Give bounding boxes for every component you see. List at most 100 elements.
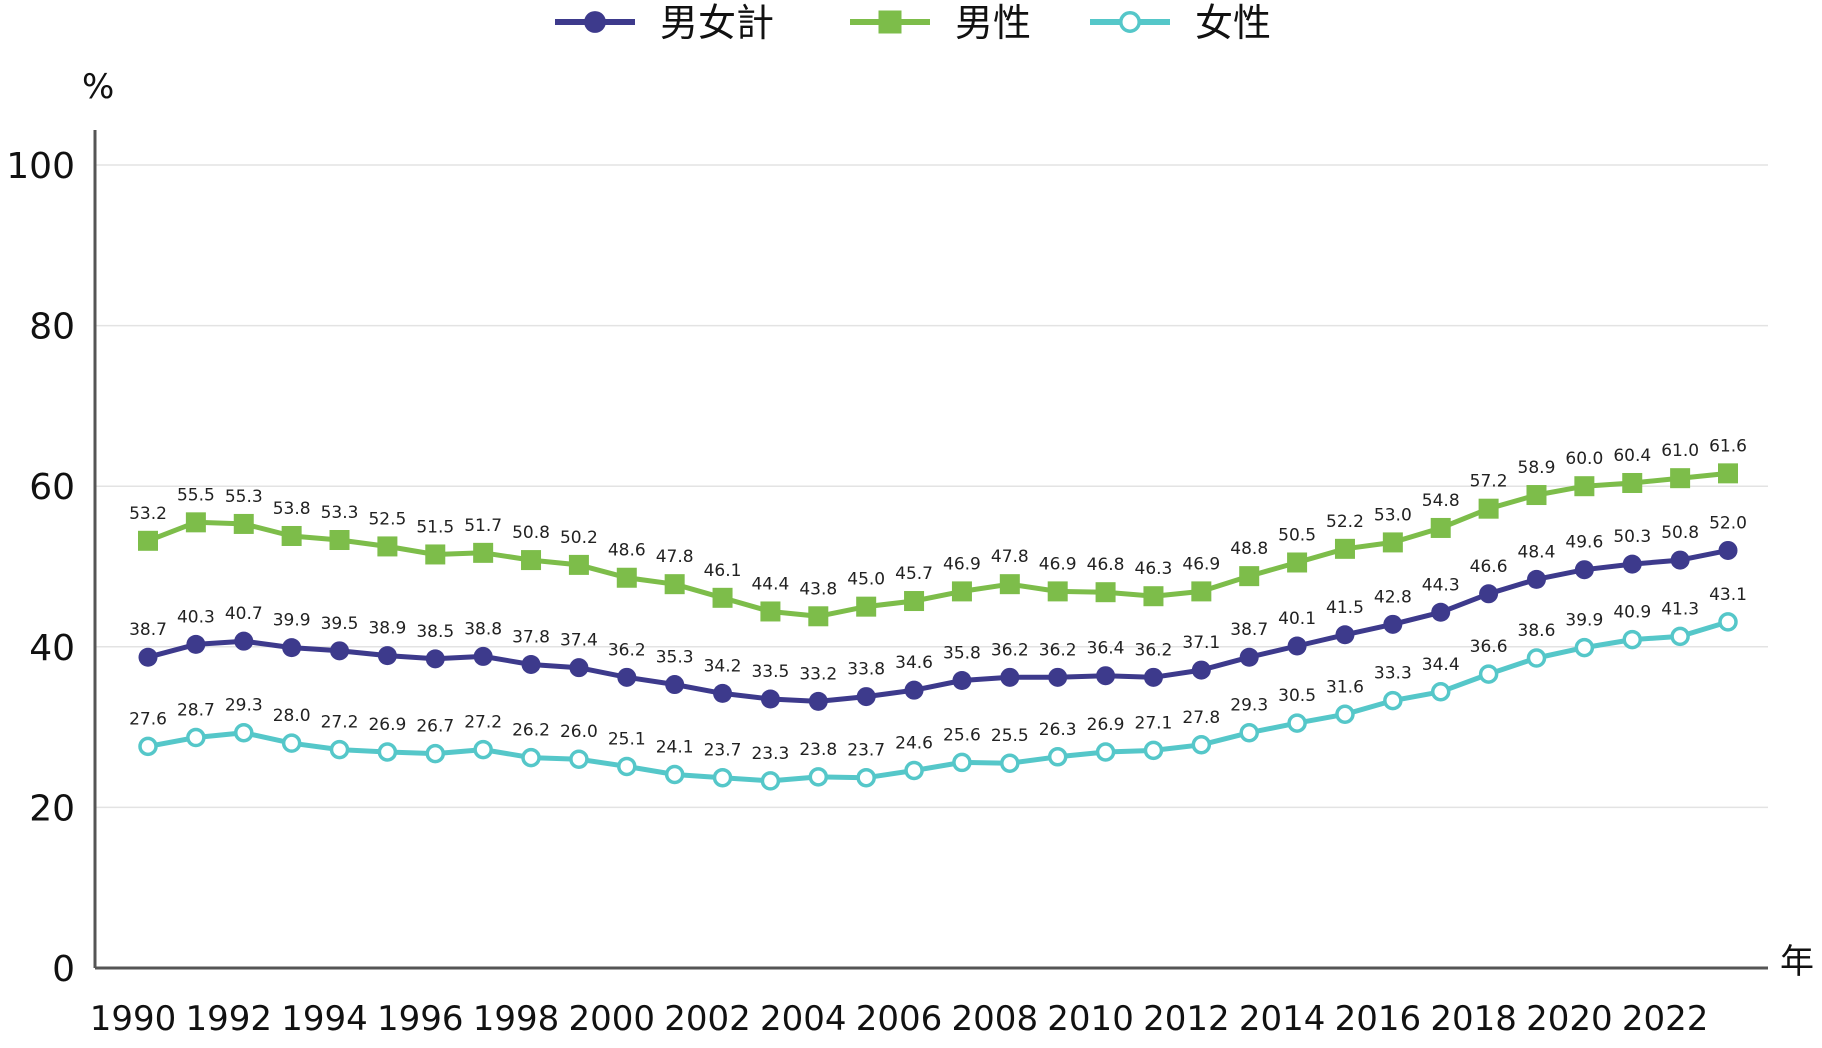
data-point	[1574, 637, 1595, 658]
data-point	[330, 641, 350, 661]
data-label: 36.6	[1470, 637, 1508, 657]
data-point	[1670, 626, 1690, 647]
data-point	[1287, 552, 1308, 573]
data-point	[952, 671, 972, 691]
data-point	[521, 550, 542, 571]
data-point	[1095, 582, 1116, 603]
data-point	[1047, 581, 1068, 602]
data-label: 50.5	[1278, 525, 1316, 545]
data-point	[904, 591, 925, 612]
data-label: 50.2	[560, 528, 598, 548]
data-label: 37.8	[512, 627, 550, 647]
data-point	[1526, 485, 1547, 506]
series-2: 53.2 55.5 55.3 53.8 53.3 52.5 51.5 51.7 50.8 50.2…	[129, 436, 1747, 627]
data-label: 53.2	[129, 504, 167, 524]
data-label: 36.2	[1039, 640, 1077, 660]
data-label: 28.0	[273, 706, 311, 726]
series-line	[147, 547, 1729, 704]
y-tick-0: 0	[52, 949, 75, 990]
x-tick-2006: 2006	[856, 999, 943, 1039]
data-label: 25.1	[608, 729, 646, 749]
data-point	[1526, 569, 1546, 589]
x-tick-labels: 1990 1992 1994 1996 1998 2000 2002 2004 2006 2008…	[90, 999, 1709, 1039]
data-point	[521, 747, 541, 768]
data-point	[1334, 538, 1355, 559]
data-label: 53.3	[321, 503, 359, 523]
axes	[93, 130, 1768, 970]
data-point	[1191, 660, 1211, 680]
data-point	[281, 525, 302, 546]
data-point	[1143, 667, 1163, 687]
data-label: 53.0	[1374, 505, 1412, 525]
data-point	[1478, 664, 1499, 684]
data-label: 45.7	[895, 564, 933, 584]
data-point	[1143, 740, 1164, 761]
data-label: 47.8	[656, 547, 694, 567]
data-label: 36.2	[991, 640, 1029, 660]
x-tick-1990: 1990	[90, 999, 177, 1039]
legend-entry-1: 男女計	[555, 1, 774, 45]
data-label: 33.2	[799, 664, 837, 684]
data-label: 46.9	[1039, 554, 1077, 574]
data-label: 46.3	[1135, 559, 1173, 579]
data-point	[760, 771, 781, 791]
data-point	[425, 743, 446, 764]
data-point	[951, 581, 972, 602]
data-point	[808, 606, 829, 627]
x-tick-2014: 2014	[1239, 999, 1326, 1039]
data-label: 38.7	[1230, 620, 1268, 640]
data-point	[425, 544, 446, 565]
gridlines	[95, 164, 1768, 809]
data-label: 27.1	[1135, 713, 1173, 733]
data-label: 38.5	[416, 622, 454, 642]
data-point	[1574, 476, 1595, 497]
data-point	[1526, 648, 1547, 668]
data-point	[1382, 532, 1403, 553]
data-label: 40.9	[1613, 603, 1651, 623]
data-label: 39.9	[1565, 611, 1603, 631]
x-tick-2012: 2012	[1143, 999, 1230, 1039]
data-point	[1239, 566, 1260, 587]
x-tick-2022: 2022	[1622, 999, 1709, 1039]
marker-square	[878, 10, 902, 34]
data-label: 49.6	[1565, 533, 1603, 553]
data-point	[1670, 550, 1690, 570]
data-label: 30.5	[1278, 686, 1316, 706]
data-label: 28.7	[177, 701, 215, 721]
x-tick-2008: 2008	[952, 999, 1039, 1039]
data-point	[1239, 722, 1259, 743]
data-point	[569, 658, 589, 678]
data-label: 25.6	[943, 725, 981, 745]
y-tick-100: 100	[6, 146, 75, 187]
data-label: 50.8	[1661, 523, 1699, 543]
data-label: 37.1	[1182, 633, 1220, 653]
data-label: 26.7	[416, 717, 454, 737]
data-label: 60.4	[1613, 446, 1651, 466]
data-label: 41.5	[1326, 598, 1364, 618]
y-tick-labels: 0 20 40 60 80 100	[6, 146, 75, 990]
data-point	[1622, 554, 1642, 574]
legend-entry-3: 女性	[1090, 1, 1271, 45]
x-tick-2020: 2020	[1526, 999, 1613, 1039]
data-label: 38.6	[1518, 621, 1556, 641]
data-point	[329, 739, 350, 760]
legend-entry-2: 男性	[850, 1, 1031, 45]
data-label: 34.4	[1422, 655, 1460, 675]
data-point	[1431, 602, 1451, 622]
data-point	[1191, 735, 1212, 755]
data-label: 38.8	[464, 619, 502, 639]
data-point	[1478, 498, 1499, 519]
data-label: 35.8	[943, 644, 981, 664]
data-point	[1335, 625, 1355, 645]
marker-circle	[584, 11, 606, 33]
data-label: 45.0	[847, 570, 885, 590]
data-label: 61.6	[1709, 436, 1747, 456]
data-label: 57.2	[1470, 472, 1508, 492]
data-point	[1000, 753, 1020, 773]
data-point	[856, 767, 876, 788]
data-label: 23.7	[704, 741, 742, 761]
data-point	[138, 647, 158, 667]
data-point	[234, 722, 254, 743]
data-point	[665, 675, 685, 695]
